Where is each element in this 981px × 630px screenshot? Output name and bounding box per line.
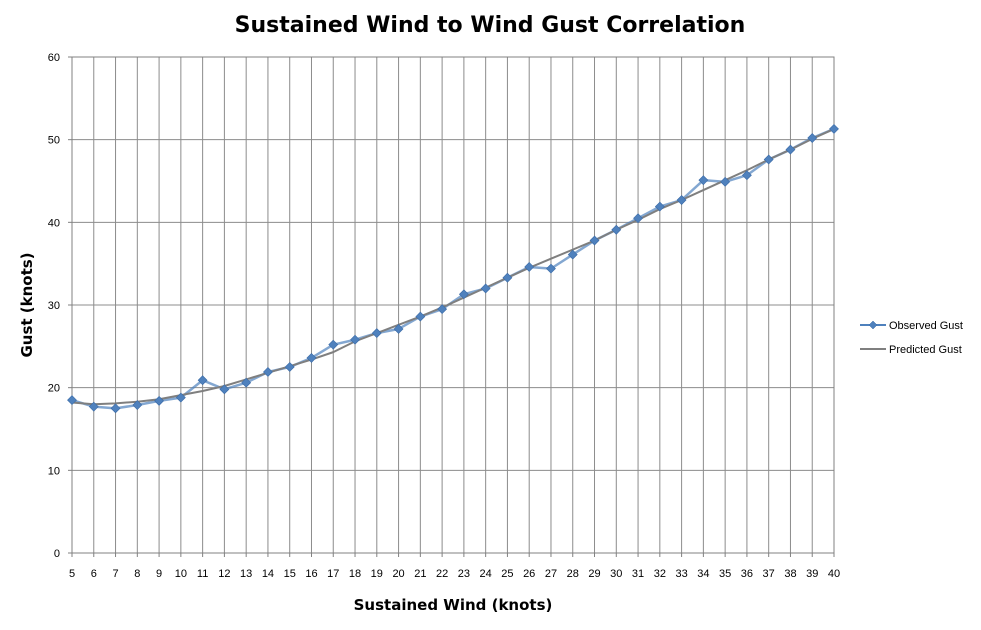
y-tick-label: 40 [48, 217, 60, 229]
x-tick-label: 34 [697, 568, 709, 580]
x-tick-label: 20 [392, 568, 404, 580]
data-point-observed-gust [88, 401, 99, 412]
data-point-observed-gust [611, 224, 622, 235]
data-point-observed-gust [284, 362, 295, 372]
data-point-observed-gust [546, 263, 556, 274]
x-tick-label: 21 [414, 568, 426, 580]
x-tick-label: 23 [458, 568, 470, 580]
data-point-observed-gust [785, 144, 796, 155]
legend-item-predicted: Predicted Gust [860, 344, 962, 356]
series-line-observed-gust [71, 127, 835, 410]
data-point-observed-gust [393, 324, 404, 334]
data-point-observed-gust [328, 339, 339, 350]
legend-item-observed: Observed Gust [860, 320, 963, 332]
data-point-observed-gust [306, 352, 317, 363]
series-area [67, 123, 839, 414]
x-tick-label: 12 [218, 568, 230, 580]
x-tick-label: 5 [69, 568, 75, 580]
x-tick-label: 37 [763, 568, 775, 580]
x-tick-label: 7 [112, 568, 118, 580]
data-point-observed-gust [524, 262, 535, 272]
x-tick-label: 38 [784, 568, 796, 580]
data-point-observed-gust [458, 289, 469, 300]
x-tick-label: 8 [134, 568, 140, 580]
x-tick-label: 26 [523, 568, 535, 580]
x-tick-label: 6 [91, 568, 97, 580]
x-tick-label: 29 [588, 568, 600, 580]
x-tick-label: 10 [175, 568, 187, 580]
series-line-predicted-gust [71, 128, 835, 406]
data-point-observed-gust [371, 328, 382, 339]
x-tick-label: 28 [567, 568, 579, 580]
data-point-observed-gust [654, 201, 665, 212]
y-tick-label: 30 [48, 300, 60, 312]
legend: Observed Gust Predicted Gust [860, 320, 963, 356]
data-point-observed-gust [219, 384, 230, 395]
x-tick-label: 36 [741, 568, 753, 580]
chart-title: Sustained Wind to Wind Gust Correlation [235, 13, 746, 38]
x-tick-label: 9 [156, 568, 162, 580]
data-point-observed-gust [807, 133, 818, 143]
legend-label-observed: Observed Gust [889, 320, 963, 332]
y-tick-label: 20 [48, 383, 60, 395]
data-point-observed-gust [567, 249, 578, 260]
x-tick-label: 30 [610, 568, 622, 580]
legend-label-predicted: Predicted Gust [889, 344, 962, 356]
x-tick-label: 40 [828, 568, 840, 580]
data-point-observed-gust [741, 170, 752, 181]
data-point-observed-gust [829, 123, 839, 134]
data-point-observed-gust [502, 272, 513, 283]
x-tick-label: 16 [305, 568, 317, 580]
x-tick-label: 33 [675, 568, 687, 580]
x-tick-label: 17 [327, 568, 339, 580]
y-axis-label: Gust (knots) [18, 252, 36, 357]
data-point-observed-gust [720, 176, 731, 187]
data-point-observed-gust [263, 367, 273, 377]
x-tick-label: 14 [262, 568, 274, 580]
data-point-observed-gust [350, 334, 360, 345]
data-point-observed-gust [110, 403, 121, 414]
data-point-observed-gust [437, 304, 448, 315]
data-point-observed-gust [480, 283, 491, 294]
x-tick-label: 13 [240, 568, 252, 580]
data-point-observed-gust [676, 195, 687, 205]
data-point-observed-gust [415, 311, 426, 322]
x-axis-ticks: 5 6 7 8 9 10 11 12 13 14 15 16 17 18 19 20 21 22 23 24 25 26 2… [69, 553, 840, 580]
grid [71, 56, 835, 554]
x-tick-label: 15 [284, 568, 296, 580]
x-tick-label: 31 [632, 568, 644, 580]
data-point-observed-gust [589, 235, 600, 246]
data-point-observed-gust [154, 395, 165, 406]
data-point-observed-gust [633, 213, 643, 224]
data-point-observed-gust [175, 392, 186, 403]
x-tick-label: 27 [545, 568, 557, 580]
y-axis-ticks: 0 10 20 30 40 50 60 [48, 52, 72, 560]
data-point-observed-gust [763, 154, 774, 165]
x-tick-label: 35 [719, 568, 731, 580]
x-tick-label: 19 [371, 568, 383, 580]
y-tick-label: 50 [48, 135, 60, 147]
x-tick-label: 22 [436, 568, 448, 580]
data-point-observed-gust [698, 175, 709, 186]
y-tick-label: 60 [48, 52, 60, 64]
data-point-observed-gust [197, 375, 208, 386]
data-point-observed-gust [241, 377, 252, 388]
x-axis-label: Sustained Wind (knots) [354, 596, 553, 614]
data-point-observed-gust [67, 395, 77, 405]
x-tick-label: 32 [654, 568, 666, 580]
data-point-observed-gust [132, 400, 143, 410]
x-tick-label: 11 [197, 568, 208, 580]
x-tick-label: 25 [501, 568, 513, 580]
x-tick-label: 39 [806, 568, 818, 580]
y-tick-label: 0 [54, 548, 60, 560]
y-tick-label: 10 [48, 465, 60, 477]
x-tick-label: 18 [349, 568, 361, 580]
x-tick-label: 24 [480, 568, 492, 580]
